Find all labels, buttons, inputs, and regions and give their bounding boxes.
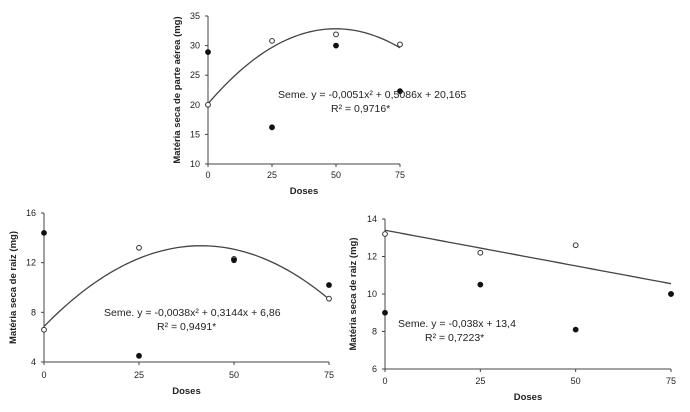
x-tick-label: 0 <box>382 376 387 386</box>
y-tick-label: 10 <box>367 289 377 299</box>
regression-equation: Seme. y = -0,0038x² + 0,3144x + 6,86 <box>104 307 281 319</box>
x-axis-title: Doses <box>172 386 201 397</box>
x-tick-label: 0 <box>205 170 210 180</box>
r-squared-label: R² = 0,9716* <box>331 103 390 115</box>
regression-equation: Seme. y = -0,038x + 13,4 <box>398 318 516 330</box>
data-point-filled <box>382 309 388 316</box>
data-point-filled <box>477 281 484 288</box>
data-point-open <box>205 101 211 108</box>
fit-curve <box>43 245 330 327</box>
y-axis-title: Matéria seca de parte aérea (mg) <box>172 16 183 163</box>
x-tick-label: 75 <box>395 170 405 180</box>
y-tick-label: 35 <box>190 11 200 21</box>
data-point-open <box>41 326 47 333</box>
data-point-filled <box>269 124 275 131</box>
fit-curve <box>207 28 401 105</box>
y-tick-label: 30 <box>190 41 200 51</box>
data-point-open <box>477 249 484 256</box>
y-tick-label: 14 <box>367 214 377 224</box>
data-point-filled <box>572 326 579 333</box>
chart-panel-bottom-left: 0 25 50 75 4 8 12 16 Doses Matéria seca de raiz (… <box>8 208 334 397</box>
y-tick-label: 8 <box>372 327 377 337</box>
y-axis-title: Matéria seca de raiz (mg) <box>8 231 19 344</box>
data-point-filled <box>231 257 237 264</box>
x-tick-label: 25 <box>134 370 144 380</box>
r-squared-label: R² = 0,7223* <box>425 332 484 344</box>
data-point-open <box>572 242 579 249</box>
data-point-filled <box>41 229 47 236</box>
data-point-open <box>397 41 403 48</box>
y-tick-label: 8 <box>31 307 36 317</box>
fit-curve <box>384 229 672 285</box>
y-tick-label: 15 <box>190 129 200 139</box>
y-tick-label: 10 <box>190 159 200 169</box>
chart-panel-bottom-right: 0 25 50 75 6 8 10 12 14 Doses Matéria seca de raiz… <box>348 214 676 403</box>
x-tick-label: 0 <box>41 370 46 380</box>
x-tick-label: 75 <box>666 376 676 386</box>
y-axis-title: Matéria seca de raiz (mg) <box>348 238 359 351</box>
data-point-open <box>333 31 339 38</box>
regression-equation: Seme. y = -0,0051x² + 0,5086x + 20,165 <box>278 89 466 101</box>
y-tick-label: 6 <box>372 364 377 374</box>
data-point-filled <box>205 49 211 56</box>
data-point-open <box>382 231 388 237</box>
data-point-open <box>326 295 332 302</box>
data-point-open <box>269 37 275 44</box>
x-tick-label: 50 <box>571 376 581 386</box>
r-squared-label: R² = 0,9491* <box>157 321 216 333</box>
data-point-filled <box>136 352 142 359</box>
y-tick-label: 4 <box>31 357 36 367</box>
data-point-open <box>136 244 142 251</box>
x-tick-label: 75 <box>324 370 334 380</box>
y-tick-label: 25 <box>190 70 200 80</box>
x-tick-label: 25 <box>267 170 277 180</box>
chart-panel-top: 0 25 50 75 10 15 20 25 30 35 Doses Matéria seca de … <box>172 11 466 197</box>
x-axis-title: Doses <box>514 392 543 403</box>
data-point-filled <box>668 291 674 297</box>
x-tick-label: 50 <box>331 170 341 180</box>
data-point-filled <box>397 88 403 95</box>
x-tick-label: 25 <box>475 376 485 386</box>
y-tick-label: 20 <box>190 100 200 110</box>
data-point-filled <box>326 282 332 288</box>
y-tick-label: 16 <box>26 208 36 218</box>
data-point-filled <box>333 42 339 49</box>
y-tick-label: 12 <box>367 252 377 262</box>
x-axis-title: Doses <box>290 186 319 197</box>
y-tick-label: 12 <box>26 258 36 268</box>
x-tick-label: 50 <box>229 370 239 380</box>
